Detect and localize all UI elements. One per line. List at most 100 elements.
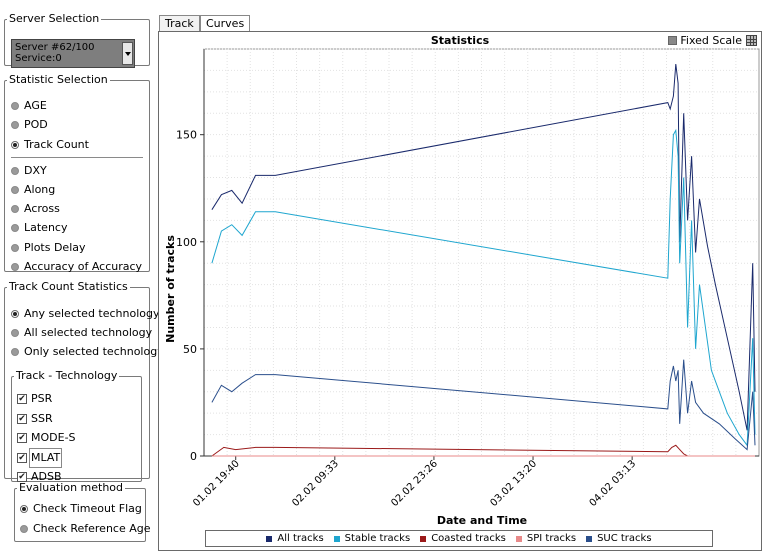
y-tick-label: 100 (176, 236, 197, 249)
x-tick-label: 01.02 19:40 (191, 458, 242, 509)
checkbox-checked-icon[interactable]: ✔ (17, 394, 27, 404)
chevron-down-icon[interactable] (122, 42, 133, 65)
top-strip (0, 0, 763, 11)
chart-series (211, 63, 756, 457)
tech-adsb[interactable]: ✔ ADSB (17, 469, 62, 485)
legend-label: SUC tracks (597, 533, 652, 544)
stat-separator (11, 157, 143, 158)
stat-option-plots-delay[interactable]: Plots Delay (11, 240, 86, 256)
stat-option-track-count[interactable]: Track Count (11, 137, 89, 153)
radio-icon[interactable] (11, 224, 19, 232)
evaluation-method-group: Evaluation method Check Timeout Flag Che… (14, 481, 151, 542)
eval-check-reference-age[interactable]: Check Reference Age (20, 521, 151, 537)
legend-label: Coasted tracks (431, 533, 506, 544)
radio-icon[interactable] (11, 348, 19, 356)
tech-label: PSR (31, 392, 53, 405)
tech-psr[interactable]: ✔ PSR (17, 391, 52, 407)
chart-svg: 0 50 100 150 01.02 19:40 02.02 09:33 02.02 23:… (164, 48, 760, 527)
series-line-suc-tracks (211, 359, 756, 451)
track-count-label: Only selected technology (24, 345, 164, 358)
stat-option-latency[interactable]: Latency (11, 220, 67, 236)
eval-label: Check Timeout Flag (33, 502, 142, 515)
track-technology-group: Track - Technology ✔ PSR ✔ SSR ✔ MODE-S ✔ ML… (11, 370, 142, 485)
radio-icon[interactable] (11, 205, 19, 213)
series-line-coasted-tracks (211, 444, 755, 457)
stat-option-across[interactable]: Across (11, 201, 60, 217)
legend-item: SUC tracks (586, 533, 652, 544)
fixed-scale-toggle[interactable]: Fixed Scale (668, 34, 757, 47)
radio-selected-icon[interactable] (11, 141, 19, 149)
radio-icon[interactable] (20, 525, 28, 533)
stat-option-along[interactable]: Along (11, 182, 55, 198)
tab-curves[interactable]: Curves (200, 15, 251, 32)
chart-grid (203, 48, 760, 457)
stat-option-label: Accuracy of Accuracy (24, 260, 143, 273)
y-axis-label: Number of tracks (164, 235, 177, 343)
stat-option-label: Track Count (24, 138, 89, 151)
server-selection-group: Server Selection Server #62/100 Service:… (4, 12, 150, 68)
server-combo[interactable]: Server #62/100 Service:0 (11, 39, 135, 68)
tech-label: MODE-S (31, 431, 76, 444)
track-count-only[interactable]: Only selected technology (11, 344, 164, 360)
stat-option-accuracy-of-accuracy[interactable]: Accuracy of Accuracy (11, 259, 142, 275)
chart-title: Statistics (430, 34, 490, 47)
legend-item: All tracks (266, 533, 324, 544)
legend-item: SPI tracks (515, 533, 577, 544)
tech-ssr[interactable]: ✔ SSR (17, 411, 53, 427)
server-selection-legend: Server Selection (7, 12, 102, 25)
checkbox-checked-icon[interactable]: ✔ (17, 414, 27, 424)
x-tick-label: 02.02 09:33 (290, 458, 341, 509)
radio-icon[interactable] (11, 263, 19, 271)
legend-swatch (586, 535, 593, 542)
stat-option-pod[interactable]: POD (11, 117, 48, 133)
x-tick-label: 04.02 03:13 (588, 458, 639, 509)
series-line-stable-tracks (211, 128, 756, 447)
radio-icon[interactable] (11, 244, 19, 252)
eval-label: Check Reference Age (33, 522, 151, 535)
legend-label: SPI tracks (526, 533, 577, 544)
legend-swatch (420, 535, 427, 542)
track-count-label: Any selected technology (24, 307, 160, 320)
checkbox-checked-icon[interactable]: ✔ (17, 472, 27, 482)
eval-check-timeout[interactable]: Check Timeout Flag (20, 501, 142, 517)
track-count-statistics-legend: Track Count Statistics (7, 280, 130, 293)
stat-option-label: AGE (24, 99, 47, 112)
y-tick-label: 50 (183, 343, 197, 356)
grid-icon[interactable] (746, 35, 757, 46)
legend-label: Stable tracks (344, 533, 411, 544)
radio-selected-icon[interactable] (20, 505, 28, 513)
series-line-all-tracks (211, 63, 756, 431)
tech-label: MLAT (28, 448, 63, 468)
checkbox-checked-icon[interactable]: ✔ (17, 453, 27, 463)
stat-option-label: Plots Delay (24, 241, 86, 254)
checkbox-checked-icon[interactable]: ✔ (17, 433, 27, 443)
x-axis-label: Date and Time (437, 514, 527, 527)
tech-label: ADSB (31, 470, 62, 483)
legend-swatch (515, 535, 522, 542)
fixed-scale-checkbox[interactable] (668, 36, 678, 45)
radio-icon[interactable] (11, 186, 19, 194)
statistic-selection-group: Statistic Selection AGE POD Track Count … (4, 74, 150, 275)
fixed-scale-label: Fixed Scale (680, 34, 742, 47)
radio-selected-icon[interactable] (11, 310, 19, 318)
stat-option-label: Latency (24, 221, 68, 234)
track-count-label: All selected technology (24, 326, 153, 339)
stat-option-age[interactable]: AGE (11, 98, 47, 114)
stat-option-label: Across (24, 202, 60, 215)
radio-icon[interactable] (11, 121, 19, 129)
tech-mlat[interactable]: ✔ MLAT (17, 448, 63, 468)
track-count-any[interactable]: Any selected technology (11, 306, 160, 322)
evaluation-method-legend: Evaluation method (17, 481, 126, 494)
y-tick-label: 0 (190, 450, 197, 463)
legend-item: Coasted tracks (420, 533, 506, 544)
track-count-all[interactable]: All selected technology (11, 325, 152, 341)
tech-mode-s[interactable]: ✔ MODE-S (17, 430, 76, 446)
radio-icon[interactable] (11, 329, 19, 337)
stat-option-dxy[interactable]: DXY (11, 163, 47, 179)
legend-swatch (266, 535, 273, 542)
radio-icon[interactable] (11, 102, 19, 110)
x-tick-label: 03.02 13:20 (489, 458, 540, 509)
server-combo-line2: Service:0 (15, 53, 62, 64)
radio-icon[interactable] (11, 167, 19, 175)
tab-track[interactable]: Track (159, 15, 200, 31)
